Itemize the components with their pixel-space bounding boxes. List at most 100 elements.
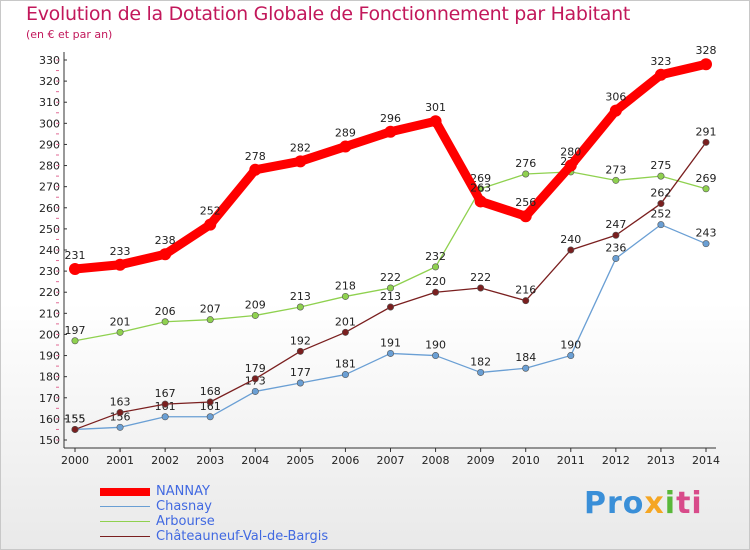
proxiti-logo: Proxiti [584,486,703,521]
y-tick-label-220: 220 [39,286,60,299]
legend-swatch-chateauneuf [100,535,150,538]
point-chasnay-2012 [612,254,620,262]
point-nannay-2014 [700,58,712,71]
y-tick-label-250: 250 [39,223,60,236]
point-chateauneuf-val-de-bargis-2002 [161,400,169,408]
point-arbourse-2013 [657,172,665,180]
x-tick-label-2014: 2014 [692,454,720,467]
x-tick-label-2006: 2006 [331,454,359,467]
data-label-chateauneuf-val-de-bargis-2008: 220 [425,275,446,288]
point-chateauneuf-val-de-bargis-2014 [702,138,710,146]
point-chasnay-2013 [657,221,665,229]
legend: NANNAY Chasnay Arbourse Châteauneuf-Val-… [100,484,328,544]
point-chateauneuf-val-de-bargis-2010 [522,297,530,305]
legend-item-chasnay: Chasnay [100,499,328,514]
y-tick-label-200: 200 [39,328,60,341]
point-nannay-2013 [654,68,667,81]
point-chateauneuf-val-de-bargis-2000 [71,425,79,433]
data-label-arbourse-2009: 269 [470,172,491,185]
point-chasnay-2006 [341,371,349,379]
point-nannay-2005 [294,155,307,168]
x-tick-label-2008: 2008 [422,454,450,467]
point-arbourse-2002 [161,318,169,326]
point-chasnay-2014 [702,240,710,248]
data-label-chateauneuf-val-de-bargis-2013: 262 [650,187,671,200]
x-tick-label-2010: 2010 [512,454,540,467]
data-label-nannay-2004: 278 [245,150,266,163]
point-arbourse-2004 [251,311,259,319]
data-label-chasnay-2008: 190 [425,339,446,352]
point-nannay-2010 [519,210,532,223]
point-arbourse-2012 [612,176,620,184]
legend-label-arbourse: Arbourse [156,514,215,529]
chart-title: Evolution de la Dotation Globale de Fonc… [26,3,631,25]
data-label-arbourse-2002: 206 [155,305,176,318]
point-nannay-2007 [384,125,397,138]
data-label-nannay-2008: 301 [425,101,446,114]
y-tick-label-160: 160 [39,413,60,426]
point-chasnay-2004 [251,387,259,395]
y-tick-label-300: 300 [39,117,60,130]
data-label-nannay-2013: 323 [650,55,671,68]
point-arbourse-2003 [206,316,214,324]
point-nannay-2008 [429,115,442,128]
point-chateauneuf-val-de-bargis-2006 [341,328,349,336]
point-chasnay-2007 [386,349,394,357]
y-tick-label-290: 290 [39,138,60,151]
data-label-chasnay-2007: 191 [380,336,401,349]
y-tick-label-190: 190 [39,350,60,363]
data-label-nannay-2011: 280 [560,146,581,159]
point-nannay-2001 [114,258,127,271]
data-label-chasnay-2010: 184 [515,351,536,364]
data-label-chateauneuf-val-de-bargis-2003: 168 [200,385,221,398]
point-chasnay-2011 [567,352,575,360]
x-tick-label-2003: 2003 [196,454,224,467]
data-label-chateauneuf-val-de-bargis-2004: 179 [245,362,266,375]
data-label-arbourse-2006: 218 [335,279,356,292]
data-label-chasnay-2012: 236 [605,241,626,254]
data-label-chasnay-2005: 177 [290,366,311,379]
point-nannay-2006 [339,140,352,153]
data-label-chateauneuf-val-de-bargis-2012: 247 [605,218,626,231]
x-tick-label-2000: 2000 [61,454,89,467]
y-tick-label-270: 270 [39,181,60,194]
data-label-chateauneuf-val-de-bargis-2005: 192 [290,334,311,347]
point-chateauneuf-val-de-bargis-2005 [296,347,304,355]
y-tick-label-320: 320 [39,75,60,88]
data-label-arbourse-2013: 275 [650,159,671,172]
data-label-nannay-2014: 328 [696,44,717,57]
data-label-nannay-2005: 282 [290,141,311,154]
data-label-chateauneuf-val-de-bargis-2007: 213 [380,290,401,303]
point-arbourse-2007 [386,284,394,292]
line-chart: 150 160 170 180 190 200 210 220 230 240 250 260 270 2… [39,44,720,467]
chart-subtitle: (en € et par an) [26,28,113,41]
legend-swatch-arbourse [100,520,150,523]
data-label-nannay-2007: 296 [380,112,401,125]
y-tick-label-330: 330 [39,54,60,67]
y-tick-label-240: 240 [39,244,60,257]
x-tick-label-2007: 2007 [377,454,405,467]
point-nannay-2012 [609,104,622,117]
x-tick-label-2005: 2005 [286,454,314,467]
point-chasnay-2002 [161,413,169,421]
data-label-arbourse-2012: 273 [605,163,626,176]
data-label-nannay-2003: 252 [200,205,221,218]
point-arbourse-2005 [296,303,304,311]
point-chateauneuf-val-de-bargis-2001 [116,409,124,417]
point-nannay-2011 [564,159,577,172]
point-chasnay-2009 [477,368,485,376]
point-chasnay-2010 [522,364,530,372]
data-label-nannay-2009: 263 [470,181,491,194]
x-tick-label-2002: 2002 [151,454,179,467]
point-chateauneuf-val-de-bargis-2009 [477,284,485,292]
point-chateauneuf-val-de-bargis-2011 [567,246,575,254]
point-arbourse-2000 [71,337,79,345]
legend-item-arbourse: Arbourse [100,514,328,529]
point-chateauneuf-val-de-bargis-2008 [432,288,440,296]
data-label-arbourse-2001: 201 [110,315,131,328]
data-label-arbourse-2007: 222 [380,271,401,284]
x-tick-label-2004: 2004 [241,454,269,467]
point-nannay-2002 [159,248,172,261]
point-chateauneuf-val-de-bargis-2004 [251,375,259,383]
